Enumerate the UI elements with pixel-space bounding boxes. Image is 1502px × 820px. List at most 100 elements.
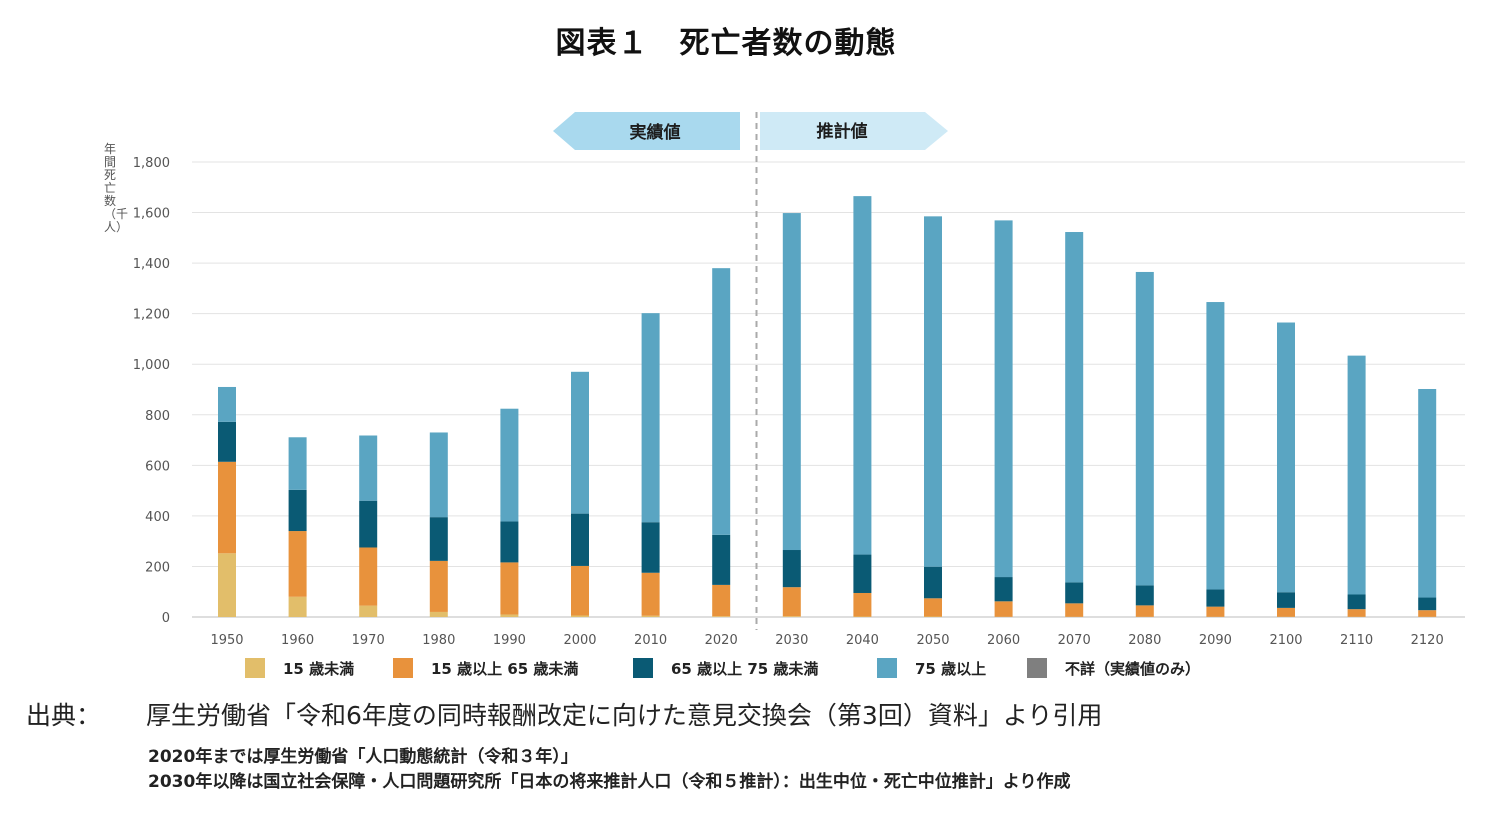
bar-segment-1980-s0 [429,611,448,617]
bar-segment-2060-s3 [994,220,1013,578]
legend-swatch [877,658,897,678]
bar-segment-1990-s3 [500,408,519,522]
bar-segment-2000-s3 [571,371,589,514]
bar-segment-1970-s3 [359,435,378,501]
x-tick-label: 2030 [775,633,808,648]
gridlines [192,161,1465,618]
bars [218,196,1437,617]
x-tick-label: 2110 [1340,633,1373,648]
x-tick-label: 1970 [352,633,385,648]
x-tick-label: 2000 [563,633,596,648]
source-note-forecast: 2030年以降は国立社会保障・人口問題研究所「日本の将来推計人口（令和５推計）：… [148,772,1071,792]
bar-segment-2030-s2 [782,550,801,588]
bar-segment-2070-s1 [1065,603,1084,617]
bar-segment-1970-s0 [359,605,378,617]
y-tick-label: 1,000 [133,358,170,373]
y-tick-label: 1,200 [133,308,170,323]
x-tick-label: 2040 [846,633,879,648]
y-tick-label: 400 [145,510,170,525]
bar-segment-2120-s3 [1418,388,1437,598]
bar-segment-1960-s1 [288,531,307,597]
y-tick-label: 600 [145,459,170,474]
legend-swatch [633,658,653,678]
bar-segment-1970-s2 [359,500,378,548]
legend: 15 歳未満 15 歳以上 65 歳未満 65 歳以上 75 歳未満 75 歳以上 不詳… [245,658,1200,678]
bar-segment-2030-s0 [782,616,801,617]
bar-segment-1990-s1 [500,562,519,615]
chart-title: 図表１ 死亡者数の動態 [555,26,897,61]
legend-label: 15 歳以上 65 歳未満 [431,660,578,678]
y-tick-label: 1,800 [133,156,170,171]
bar-segment-2120-s1 [1418,610,1437,617]
y-tick-label: 0 [162,611,170,626]
x-tick-label: 1990 [493,633,526,648]
bar-segment-2080-s1 [1135,605,1154,617]
bar-segment-2010-s3 [641,313,660,523]
bar-segment-1970-s1 [359,547,378,606]
x-tick-label: 2120 [1411,633,1444,648]
bar-segment-1960-s3 [288,437,307,490]
banner-actual-arrow [553,112,740,150]
x-tick-label: 2020 [705,633,738,648]
bar-segment-2050-s3 [924,216,942,567]
bar-segment-2020-s1 [712,584,731,617]
bar-segment-2040-s0 [853,616,872,617]
bar-segment-2030-s3 [782,213,801,551]
x-tick-label: 2070 [1058,633,1091,648]
bar-segment-1990-s2 [500,521,519,563]
x-tick-label: 1960 [281,633,314,648]
banner-actual-label: 実績値 [630,122,681,143]
bar-segment-2040-s2 [853,554,872,593]
bar-segment-1950-s2 [218,421,236,462]
source-text: 厚生労働省「令和6年度の同時報酬改定に向けた意見交換会（第3回）資料」より引用 [146,701,1103,730]
x-tick-label: 2050 [916,633,949,648]
bar-segment-2100-s2 [1277,592,1295,608]
legend-swatch [1027,658,1047,678]
bar-segment-1980-s3 [429,432,448,518]
bar-segment-1990-s0 [500,614,519,617]
bar-segment-2070-s3 [1065,232,1084,583]
y-axis-ticks: 0 200 400 600 800 1,000 1,200 1,400 1,600 1,800 [133,156,170,626]
bar-segment-2040-s1 [853,592,872,617]
y-axis-label: 年間死亡数（千人） [104,142,129,234]
stacked-bar-chart: 0 200 400 600 800 1,000 1,200 1,400 1,600 1,800 1… [133,112,1465,678]
bar-segment-2070-s2 [1065,582,1084,604]
bar-segment-2120-s2 [1418,597,1437,611]
bar-segment-1950-s0 [218,553,236,617]
y-tick-label: 1,400 [133,257,170,272]
bar-segment-1980-s2 [429,517,448,561]
legend-label: 15 歳未満 [283,660,354,678]
x-tick-label: 2100 [1269,633,1302,648]
y-tick-label: 800 [145,409,170,424]
x-tick-label: 1950 [210,633,243,648]
banner-forecast-arrow [760,112,948,150]
y-tick-label: 200 [145,560,170,575]
bar-segment-2110-s2 [1347,594,1366,610]
bar-segment-2110-s3 [1347,355,1366,595]
x-tick-label: 1980 [422,633,455,648]
bar-segment-2050-s2 [924,566,942,599]
bar-segment-2020-s2 [712,534,731,585]
bar-segment-2030-s1 [782,587,801,617]
bar-segment-2020-s3 [712,268,731,535]
banner-forecast-label: 推計値 [817,121,868,142]
bar-segment-2100-s3 [1277,322,1295,593]
legend-label: 65 歳以上 75 歳未満 [671,660,818,678]
source-line: 出典： 厚生労働省「令和6年度の同時報酬改定に向けた意見交換会（第3回）資料」より… [26,696,1102,732]
bar-segment-1950-s3 [218,386,236,422]
bar-segment-2000-s0 [571,615,589,617]
y-tick-label: 1,600 [133,207,170,222]
x-tick-label: 2060 [987,633,1020,648]
source-note-actual: 2020年までは厚生労働省「人口動態統計（令和３年）」 [148,747,578,767]
bar-segment-2090-s1 [1206,606,1225,617]
bar-segment-2010-s0 [641,615,660,617]
bar-segment-2020-s0 [712,616,731,617]
bar-segment-2060-s2 [994,577,1013,602]
bar-segment-1960-s2 [288,489,307,532]
bar-segment-2050-s0 [924,616,942,617]
legend-swatch [393,658,413,678]
source-label: 出典： [26,701,102,730]
bar-segment-1960-s0 [288,596,307,617]
x-tick-label: 2090 [1199,633,1232,648]
bar-segment-1950-s1 [218,461,236,554]
